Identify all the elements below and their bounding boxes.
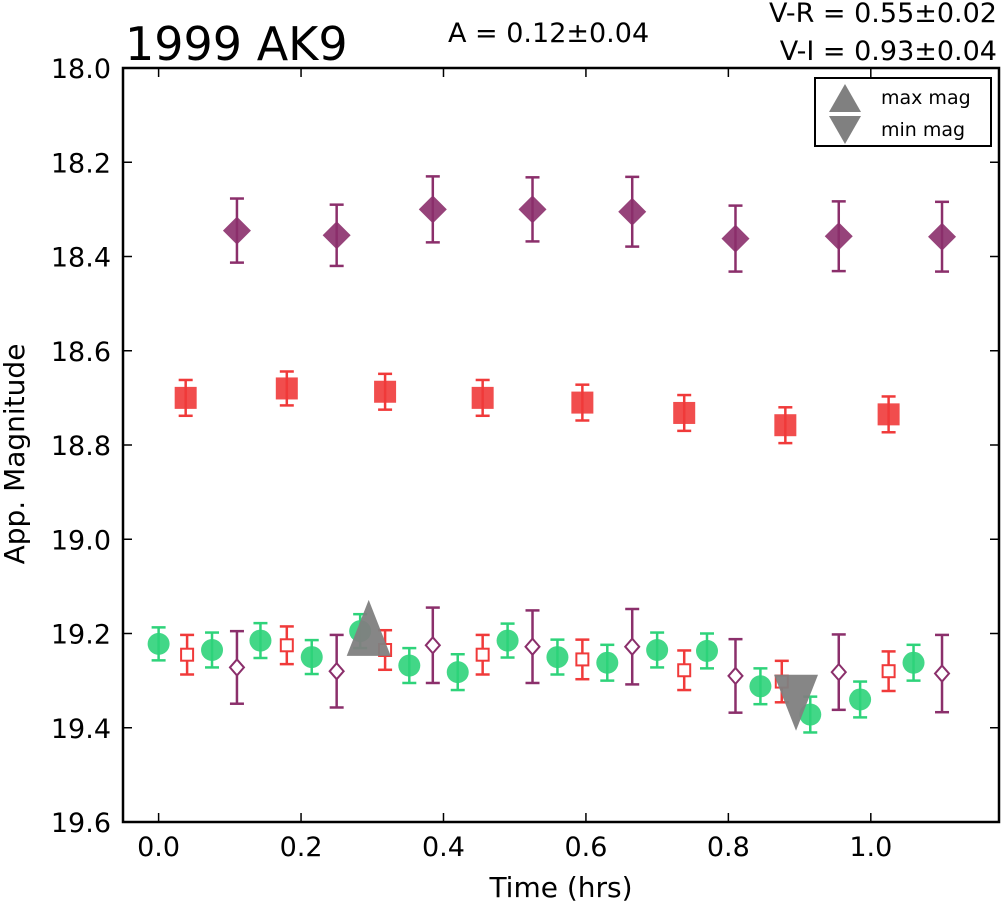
- series-triangle-down: [774, 674, 819, 731]
- data-point: [147, 632, 170, 655]
- data-point: [228, 657, 246, 677]
- series-triangle-up: [346, 599, 391, 656]
- data-point: [673, 401, 696, 424]
- x-tick-label: 0.8: [707, 832, 750, 863]
- data-point: [249, 629, 272, 652]
- series-diamond-filled: [222, 175, 957, 273]
- series-square-open: [180, 625, 896, 704]
- series-square-filled: [174, 370, 900, 445]
- data-point: [374, 380, 397, 403]
- data-point: [496, 629, 519, 652]
- data-point: [749, 675, 772, 698]
- data-point: [222, 216, 251, 245]
- data-point: [346, 599, 391, 656]
- data-point: [424, 635, 442, 655]
- data-point: [774, 674, 819, 731]
- data-point: [596, 651, 619, 674]
- chart-title: 1999 AK9: [125, 17, 348, 71]
- color-vr-label: V-R = 0.55±0.02: [769, 0, 997, 29]
- data-point: [524, 637, 541, 657]
- legend-min-mag-label: min mag: [881, 119, 965, 141]
- legend: max mag min mag: [814, 77, 992, 147]
- series-diamond-open: [228, 606, 951, 714]
- data-point: [618, 197, 647, 226]
- data-point: [300, 646, 323, 669]
- color-vi-label: V-I = 0.93±0.04: [780, 36, 997, 67]
- y-tick-label: 18.0: [51, 54, 111, 85]
- data-point: [446, 661, 469, 684]
- legend-max-mag-marker: [829, 84, 861, 112]
- data-point: [174, 386, 197, 409]
- x-axis-label: Time (hrs): [488, 871, 632, 904]
- data-point: [623, 637, 641, 657]
- legend-max-mag-label: max mag: [881, 87, 971, 109]
- y-tick-label: 19.2: [51, 620, 111, 651]
- data-point: [677, 663, 692, 678]
- data-point: [546, 646, 569, 669]
- data-point: [180, 647, 195, 662]
- axis-ticks: 0.0 0.2 0.4 0.6 0.8 1.0 18.0 18.2 18.4 18.6 18.8 19…: [51, 54, 999, 863]
- x-tick-label: 0.2: [280, 832, 323, 863]
- data-point: [799, 703, 822, 726]
- data-point: [518, 195, 547, 224]
- data-point: [575, 652, 590, 667]
- data-point: [877, 403, 900, 426]
- y-tick-label: 19.4: [51, 714, 111, 745]
- data-point: [475, 647, 490, 662]
- data-point: [727, 666, 744, 686]
- data-point: [933, 664, 951, 684]
- data-point: [774, 414, 797, 437]
- data-point: [571, 391, 594, 414]
- data-point: [824, 222, 853, 251]
- y-axis-label: App. Magnitude: [0, 344, 31, 565]
- data-point: [721, 224, 750, 253]
- y-tick-label: 18.8: [51, 431, 111, 462]
- data-point: [201, 638, 224, 661]
- x-tick-label: 0.4: [422, 832, 465, 863]
- data-point: [328, 661, 345, 681]
- x-tick-label: 0.0: [137, 832, 180, 863]
- y-tick-label: 18.2: [51, 148, 111, 179]
- data-point: [902, 651, 925, 674]
- data-point: [696, 639, 718, 662]
- plot-frame: [121, 66, 1001, 824]
- amplitude-label: A = 0.12±0.04: [448, 18, 649, 49]
- data-point: [881, 664, 896, 679]
- data-point: [928, 222, 957, 251]
- data-point: [398, 654, 421, 677]
- y-tick-label: 18.6: [51, 337, 111, 368]
- x-tick-label: 0.6: [564, 832, 607, 863]
- data-point: [830, 662, 848, 682]
- data-point: [646, 638, 669, 661]
- data-point: [279, 638, 294, 653]
- data-series: [147, 175, 957, 734]
- data-point: [275, 377, 298, 400]
- legend-min-mag-marker: [829, 116, 861, 144]
- data-point: [322, 221, 351, 250]
- data-point: [471, 386, 494, 409]
- y-tick-label: 18.4: [51, 243, 111, 274]
- data-point: [849, 688, 872, 711]
- series-circle-filled: [147, 612, 925, 734]
- y-tick-label: 19.0: [51, 525, 111, 556]
- y-tick-label: 19.6: [51, 808, 111, 839]
- x-tick-label: 1.0: [849, 832, 892, 863]
- data-point: [418, 195, 447, 224]
